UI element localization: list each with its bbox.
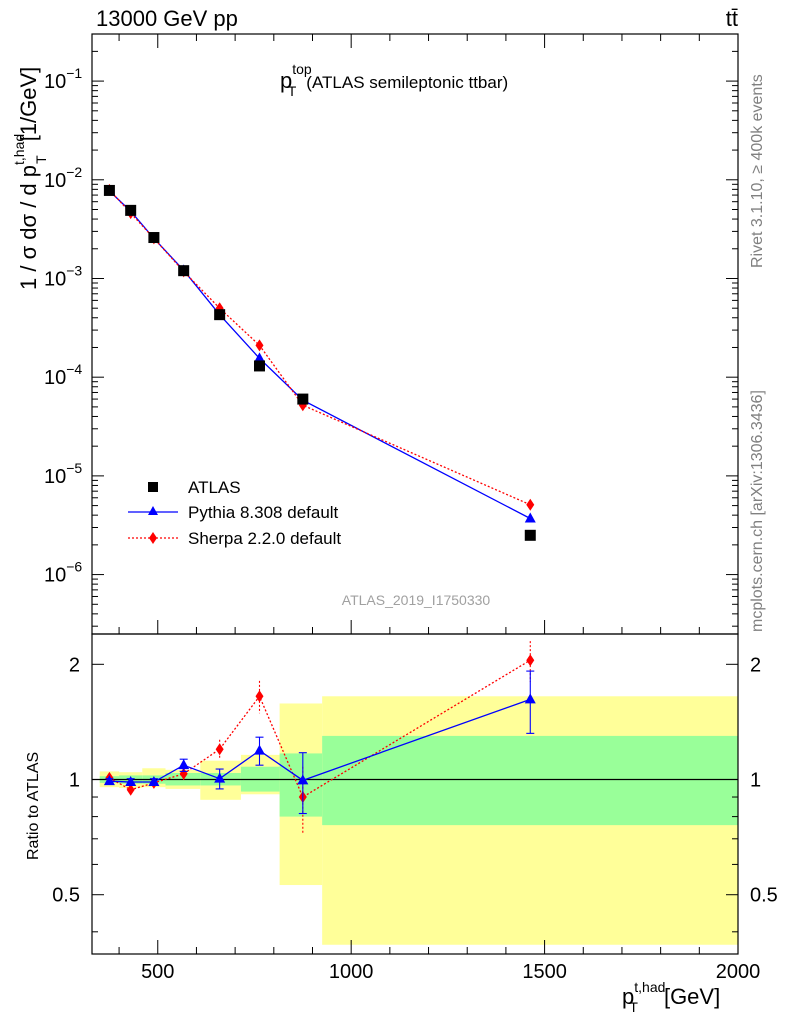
data-point-triangle [297,774,309,785]
main-y-tick-label: 10−1 [44,65,82,93]
x-axis-label-sub: T [629,999,638,1015]
ratio-series [103,641,536,835]
ratio-panel-frame [91,633,739,955]
rivet-label: Rivet 3.1.10, ≥ 400k events [749,74,766,268]
data-point-triangle [125,776,137,787]
data-point-diamond [215,743,224,756]
data-point-triangle [214,772,226,783]
main-y-label-sup: t,had [11,134,27,165]
plot-title: ptop T (ATLAS semileptonic ttbar) [280,61,508,99]
main-y-ticks: 10−110−210−310−410−510−6 [44,50,738,627]
data-point-square [103,184,115,196]
main-y-label-main: 1 / σ dσ / d p [16,165,41,290]
series-line-sherpa [108,189,531,506]
data-point-square [253,360,265,372]
ratio-uncertainty-bands [92,696,738,945]
legend-marker-sherpa [149,532,157,544]
plot-title-main: p [280,68,292,93]
ratio-band-inner [279,753,323,817]
data-point-diamond [526,498,535,511]
ratio-band-inner [322,735,738,826]
legend-marker-atlas [148,482,158,492]
x-tick-label: 2000 [716,961,761,983]
main-y-tick-label: 10−5 [44,460,82,488]
ratio-line-pythia [109,698,531,783]
main-y-tick-label-exp: −2 [66,164,82,180]
main-y-tick-label: 10−6 [44,559,82,587]
main-y-tick-label-base: 10 [44,268,66,290]
ratio-y-tick-label-right: 1 [750,770,761,792]
data-point-diamond [526,654,535,667]
main-series [103,183,536,541]
legend-label-sherpa: Sherpa 2.2.0 default [188,529,341,548]
x-axis-label-unit: [GeV] [664,984,720,1009]
data-point-triangle [524,512,536,523]
analysis-id: ATLAS_2019_I1750330 [342,592,491,608]
main-y-tick-label: 10−2 [44,164,82,192]
data-point-triangle [253,352,265,363]
x-axis-label-sup: t,had [634,979,665,995]
main-y-tick-label-exp: −1 [66,65,82,81]
data-point-square [125,204,137,216]
ratio-y-tick-label-left: 1 [69,770,80,792]
data-point-triangle [148,776,160,787]
x-tick-label: 1500 [522,961,567,983]
main-y-label: 1 / σ dσ / d pt,had T [1/GeV] [11,67,49,290]
x-tick-label: 500 [141,961,174,983]
data-point-square [524,529,536,541]
ratio-y-ticks: 2 2 1 1 0.5 0.5 [52,654,778,933]
main-y-tick-label-base: 10 [44,170,66,192]
legend: ATLAS Pythia 8.308 default Sherpa 2.2.0 … [128,478,341,548]
main-y-tick-label-exp: −4 [66,361,82,377]
main-y-tick-label: 10−3 [44,262,82,290]
data-point-triangle [103,775,115,786]
main-y-tick-label-base: 10 [44,466,66,488]
data-point-triangle [178,759,190,770]
plot-title-rest: (ATLAS semileptonic ttbar) [306,73,508,92]
main-y-tick-label-base: 10 [44,565,66,587]
data-point-diamond [255,339,264,352]
data-point-square [178,265,190,277]
x-tick-label: 1000 [329,961,374,983]
main-y-tick-label-exp: −3 [66,262,82,278]
energy-label: 13000 GeV pp [96,6,238,31]
main-y-label-unit: [1/GeV] [16,67,41,142]
data-point-square [214,309,226,321]
legend-marker-pythia [148,506,158,515]
series-line-pythia [108,190,531,520]
ratio-y-label: Ratio to ATLAS [25,752,42,860]
legend-label-pythia: Pythia 8.308 default [188,503,339,522]
main-y-tick-label-exp: −6 [66,559,82,575]
main-y-tick-label-base: 10 [44,71,66,93]
ratio-y-tick-label-left: 0.5 [52,885,80,907]
data-point-square [148,232,160,244]
x-axis-label: pt,had T [GeV] [622,979,720,1015]
data-point-diamond [179,767,188,780]
data-point-triangle [253,744,265,755]
plot-title-sup: top [292,61,312,77]
data-point-diamond [255,690,264,703]
process-label: tt̄ [726,6,738,31]
ratio-y-tick-label-left: 2 [69,654,80,676]
legend-label-atlas: ATLAS [188,478,241,497]
main-y-tick-label-base: 10 [44,367,66,389]
ratio-y-tick-label-right: 0.5 [750,885,778,907]
data-point-diamond [126,783,135,796]
ratio-y-tick-label-right: 2 [750,654,761,676]
main-y-tick-label-exp: −5 [66,460,82,476]
data-point-square [297,393,309,405]
main-y-tick-label: 10−4 [44,361,82,389]
plot-title-sub: T [288,83,297,99]
ratio-line-sherpa [109,659,531,798]
x-axis-label-main: p [622,984,634,1009]
main-y-label-sub: T [33,155,49,164]
mcplots-label: mcplots.cern.ch [arXiv:1306.3436] [749,390,766,632]
data-point-triangle [524,693,536,704]
